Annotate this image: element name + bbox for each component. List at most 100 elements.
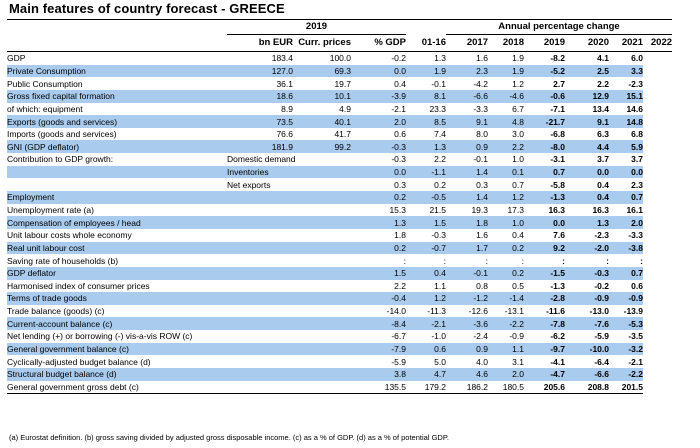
row-label [7,178,227,191]
row-label: Saving rate of households (b) [7,255,119,266]
cell-2017: : [443,255,446,266]
cell-pct-gdp [293,254,351,267]
cell-2019: -1.4 [488,292,524,305]
cell-2019: 3.1 [512,356,524,367]
cell-2018: 4.6 [446,368,488,381]
cell-2018: 8.0 [476,129,488,140]
cell-2019: 180.5 [488,380,524,395]
table-title: Main features of country forecast - GREE… [9,1,285,16]
cell-2018: 4.0 [476,356,488,367]
cell-bneur: 183.4 [271,53,293,64]
cell-01-16: 1.3 [351,216,406,229]
cell-2019: -13.1 [504,306,524,317]
cell-pct-gdp [293,229,351,242]
cell-2017: -1.1 [406,165,446,179]
table-row: Compensation of employees / head 1.3 1.5 1.… [7,216,672,229]
cell-bneur [227,305,293,318]
cell-01-16: -0.3 [351,140,406,154]
col-2019: 2019 [524,34,565,52]
cell-01-16: 0.2 [351,191,406,204]
cell-01-16: -5.9 [391,356,406,367]
row-label: Trade balance (goods) (c) [7,306,105,317]
cell-pct-gdp [293,241,351,255]
cell-2022: 15.1 [609,89,643,103]
cell-01-16: 135.5 [351,380,406,395]
cell-bneur [227,292,293,305]
cell-2021: -0.3 [565,266,609,280]
annual-change-header: Annual percentage change [446,20,673,35]
cell-01-16: -0.4 [351,292,406,305]
cell-2019: : [521,255,524,266]
cell-2022: -2.2 [609,368,643,381]
cell-2021: 0.4 [565,191,609,204]
cell-pct-gdp [293,355,351,368]
cell-2017: 1.5 [406,216,446,229]
col-2021: 2021 [609,34,643,52]
cell-2017: 0.2 [434,179,446,190]
cell-2020: -1.3 [550,280,565,291]
cell-2019: -0.9 [509,331,524,342]
cell-bneur: 73.5 [227,115,293,128]
cell-01-16: 1.5 [351,266,406,280]
cell-2019: 2.2 [488,140,524,154]
row-label: General government gross debt (c) [7,380,227,395]
cell-2019: 0.4 [512,230,524,241]
cell-2018: 0.9 [446,140,488,154]
cell-pct-gdp [293,216,351,229]
row-label [7,165,227,179]
cell-bneur [227,191,293,204]
table-row: Terms of trade goods -0.4 1.2 -1.2 -1.4 -2.8-… [7,292,672,305]
cell-2022: 3.3 [609,64,643,78]
cell-2021: 16.3 [592,205,609,215]
cell-2017: -2.1 [406,317,446,331]
cell-pct-gdp: 99.2 [293,140,351,154]
cell-2022: 0.7 [609,191,643,204]
cell-bneur: 36.1 [276,78,293,89]
cell-2018: 2.3 [446,64,488,78]
row-label: Unemployment rate (a) [7,205,94,215]
cell-2021: -2.0 [565,241,609,255]
cell-01-16: : [403,255,406,266]
cell-2017: 0.6 [406,342,446,356]
cell-2017: 7.4 [434,129,446,140]
cell-01-16: -3.9 [351,89,406,103]
cell-2021: 3.7 [597,154,609,165]
cell-pct-gdp [293,204,351,217]
table-row: Contribution to GDP growth: Domestic dema… [7,153,672,166]
cell-pct-gdp [293,342,351,356]
cell-2019: -2.2 [488,317,524,331]
row-label: GNI (GDP deflator) [7,140,227,154]
cell-pct-gdp: 10.1 [293,89,351,103]
row-label: Gross fixed capital formation [7,89,227,103]
cell-bneur [227,266,293,280]
cell-2020: -8.2 [550,53,565,64]
table-row: Net lending (+) or borrowing (-) vis-a-v… [7,330,672,343]
cell-2021: 4.1 [597,53,609,64]
table-row: Saving rate of households (b)::::::: [7,254,672,267]
table-row: Imports (goods and services) 76.6 41.7 0.6 7… [7,128,672,141]
table-row: Cyclically-adjusted budget balance (d) -5… [7,355,672,368]
cell-2018: 0.8 [476,280,488,291]
cell-2019: 1.1 [488,342,524,356]
cell-2021: : [606,255,609,266]
table-row: Gross fixed capital formation 18.6 10.1 -3.… [7,89,672,103]
cell-2017: -0.5 [406,191,446,204]
cell-pct-gdp: 19.7 [334,78,351,89]
cell-2021: 0.0 [565,165,609,179]
cell-2020: 7.6 [553,230,565,241]
cell-2020: -5.8 [550,179,565,190]
cell-2021: -10.0 [565,342,609,356]
row-label: Net lending (+) or borrowing (-) vis-a-v… [7,331,193,342]
col-pct-gdp: % GDP [351,34,406,52]
cell-01-16: 0.4 [394,78,406,89]
cell-2021: -7.6 [565,317,609,331]
cell-2020: -21.7 [524,115,565,128]
cell-2018: 1.6 [476,53,488,64]
cell-2018: -2.4 [473,331,488,342]
cell-01-16: 3.8 [351,368,406,381]
cell-2022: -0.9 [609,292,643,305]
cell-bneur: 18.6 [227,89,293,103]
cell-01-16: 2.2 [394,280,406,291]
table-row: GDP deflator 1.5 0.4 -0.1 0.2 -1.5 -0.3 0.7 [7,266,672,280]
cell-2017: -0.3 [431,230,446,241]
